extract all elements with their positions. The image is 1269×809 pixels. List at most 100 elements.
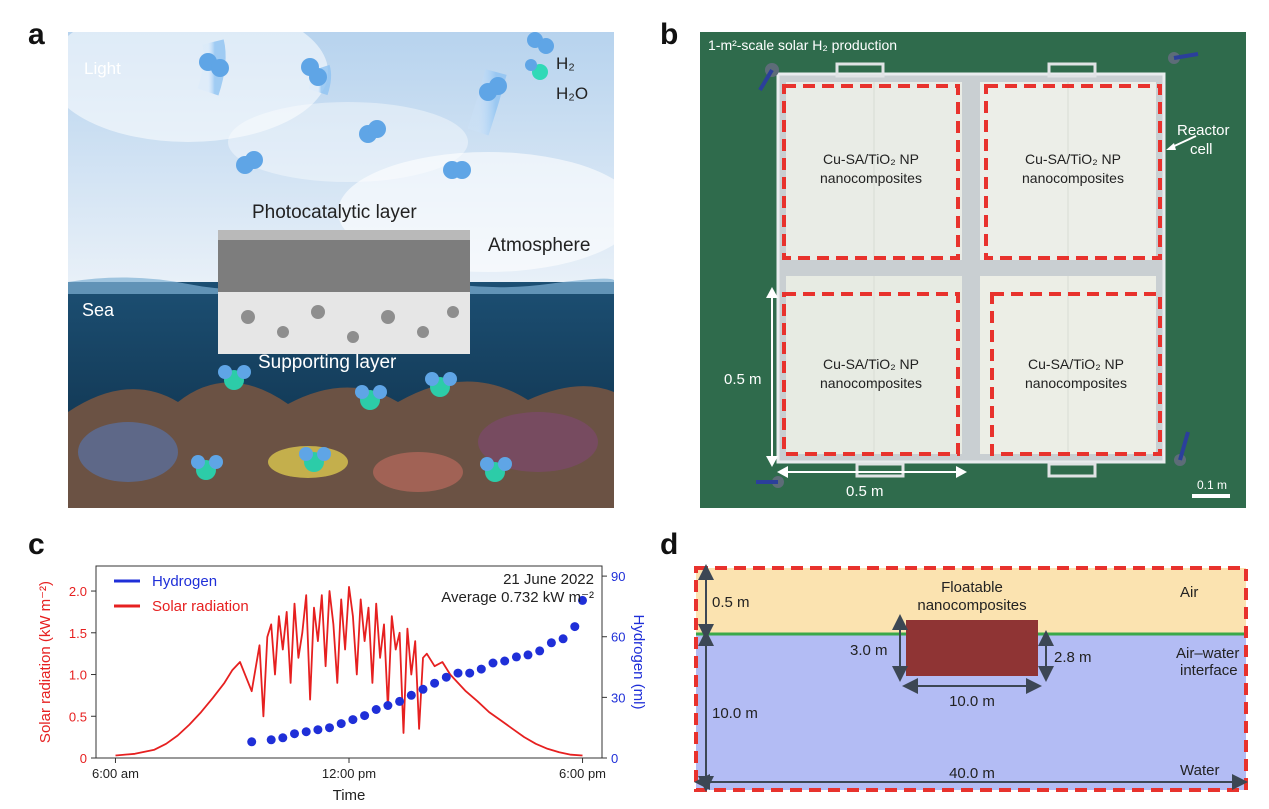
air-water-label-2: interface <box>1180 662 1238 679</box>
hydrogen-point <box>535 646 545 656</box>
floatable-label-2: nanocomposites <box>917 597 1026 614</box>
hydrogen-point <box>511 652 521 662</box>
y-right-tick-label: 60 <box>611 630 625 645</box>
legend-hydrogen-label: Hydrogen <box>152 573 217 590</box>
hydrogen-point <box>290 729 299 739</box>
reactor-valve-icon <box>756 52 1199 488</box>
panel-d-diagram: 0.5 m 10.0 m 3.0 m 2.8 m 10.0 m 40.0 m F… <box>690 562 1252 798</box>
panel-b-photo: 1-m²-scale solar H₂ production Reactor c… <box>700 32 1246 508</box>
hydrogen-point <box>266 735 276 745</box>
x-axis-label: Time <box>333 787 366 804</box>
horizontal-dimension-label: 0.5 m <box>846 483 884 500</box>
hydrogen-point <box>441 672 451 682</box>
domain-dashed-outline <box>694 566 1248 792</box>
reactor-title: 1-m²-scale solar H₂ production <box>708 37 897 53</box>
hydrogen-point <box>371 705 381 714</box>
cell-label-bottom-right-2: nanocomposites <box>1025 375 1127 391</box>
chart-date-annotation: 21 June 2022 <box>503 571 594 588</box>
cell-label-bottom-left-2: nanocomposites <box>820 375 922 391</box>
cell-label-top-left-2: nanocomposites <box>820 170 922 186</box>
simulation-domain-diagram: 0.5 m 10.0 m 3.0 m 2.8 m 10.0 m 40.0 m F… <box>694 564 1248 792</box>
hydrogen-point <box>395 696 405 706</box>
legend-h2-label: H₂ <box>556 54 575 73</box>
domain-width-label: 40.0 m <box>949 765 995 782</box>
cell-label-bottom-right-1: Cu-SA/TiO₂ NP <box>1028 356 1124 372</box>
light-label: Light <box>84 59 121 78</box>
sea-label: Sea <box>82 300 115 320</box>
chart-legend: Hydrogen Solar radiation <box>114 573 249 615</box>
y-right-tick-label: 30 <box>611 690 625 705</box>
block-total-height-label: 3.0 m <box>850 642 888 659</box>
y-left-tick-label: 1.0 <box>69 668 87 683</box>
x-tick-label: 6:00 pm <box>559 766 606 781</box>
cell-label-top-right-2: nanocomposites <box>1022 170 1124 186</box>
cell-dashed-outlines <box>782 84 1162 456</box>
block-width-label: 10.0 m <box>949 693 995 710</box>
y-right-tick-label: 90 <box>611 569 625 584</box>
hydrogen-point <box>336 719 346 729</box>
floatable-label-1: Floatable <box>941 579 1003 596</box>
block-submerged-height-label: 2.8 m <box>1054 649 1092 666</box>
scale-bar-label: 0.1 m <box>1197 478 1227 492</box>
legend-solar-label: Solar radiation <box>152 598 249 615</box>
cell-label-bottom-left-1: Cu-SA/TiO₂ NP <box>823 356 919 372</box>
photocatalytic-layer-block <box>218 230 470 292</box>
hydrogen-point <box>453 668 463 678</box>
scale-bar <box>1192 494 1230 498</box>
reactor-photo: 1-m²-scale solar H₂ production Reactor c… <box>700 32 1246 508</box>
horizontal-dimension-arrow <box>777 466 967 478</box>
panel-a-illustration: Light H₂ H₂O Photocatalytic layer Atmosp… <box>48 2 638 508</box>
y-right-tick-label: 0 <box>611 751 618 766</box>
photocatalytic-layer-label: Photocatalytic layer <box>252 202 417 223</box>
air-label: Air <box>1180 584 1198 601</box>
chart-average-annotation: Average 0.732 kW m⁻² <box>441 589 594 606</box>
reactor-cell-arrow <box>1166 135 1197 150</box>
hydrogen-point <box>360 711 370 721</box>
cell-label-top-left-1: Cu-SA/TiO₂ NP <box>823 151 919 167</box>
y-axis-right-label: Hydrogen (ml) <box>630 614 647 709</box>
hydrogen-point <box>500 656 510 666</box>
reactor-cell-label-1: Reactor <box>1177 122 1230 139</box>
panel-c-label: c <box>28 528 45 561</box>
hydrogen-point <box>430 678 440 688</box>
hydrogen-solar-chart: 6:00 am 12:00 pm 6:00 pm 0 0.5 1.0 1.5 2.0 0 30 60… <box>37 565 647 804</box>
panel-b-label: b <box>660 18 679 51</box>
vertical-dimension-label: 0.5 m <box>724 371 762 388</box>
hydrogen-point <box>570 622 580 632</box>
supporting-layer-label: Supporting layer <box>258 352 397 373</box>
hydrogen-point <box>488 658 498 668</box>
y-left-tick-label: 1.5 <box>69 626 87 641</box>
hydrogen-point <box>558 634 568 644</box>
hydrogen-point <box>383 701 393 710</box>
water-label: Water <box>1180 762 1219 779</box>
hydrogen-point <box>578 595 587 605</box>
y-left-tick-label: 0 <box>80 751 87 766</box>
air-water-label-1: Air–water <box>1176 645 1239 662</box>
solar-radiation-line <box>115 586 583 757</box>
y-left-tick-label: 0.5 <box>69 709 87 724</box>
supporting-layer-block <box>218 292 470 354</box>
hydrogen-point <box>325 723 334 733</box>
legend-h2o-label: H₂O <box>556 84 588 103</box>
atmosphere-label: Atmosphere <box>488 235 590 256</box>
hydrogen-point <box>348 715 358 725</box>
hydrogen-point <box>301 727 311 737</box>
panel-d-label: d <box>660 528 679 561</box>
vertical-dimension-arrow <box>766 287 778 467</box>
hydrogen-point <box>465 668 475 678</box>
water-height-label: 10.0 m <box>712 705 758 722</box>
y-axis-left-label: Solar radiation (kW m⁻²) <box>37 581 54 743</box>
x-tick-label: 12:00 pm <box>322 766 376 781</box>
x-tick-label: 6:00 am <box>92 766 139 781</box>
hydrogen-point <box>278 733 288 743</box>
y-left-tick-label: 2.0 <box>69 584 87 599</box>
reactor-frame <box>776 62 1166 478</box>
h2o-molecule-icon <box>191 59 548 482</box>
floatable-block <box>906 620 1038 676</box>
cell-label-top-right-1: Cu-SA/TiO₂ NP <box>1025 151 1121 167</box>
hydrogen-point <box>247 737 257 747</box>
panel-c-chart: 6:00 am 12:00 pm 6:00 pm 0 0.5 1.0 1.5 2.0 0 30 60… <box>28 560 648 804</box>
hydrogen-point <box>546 638 556 648</box>
hydrogen-point <box>406 690 416 700</box>
h2-molecule-icon <box>197 32 554 179</box>
